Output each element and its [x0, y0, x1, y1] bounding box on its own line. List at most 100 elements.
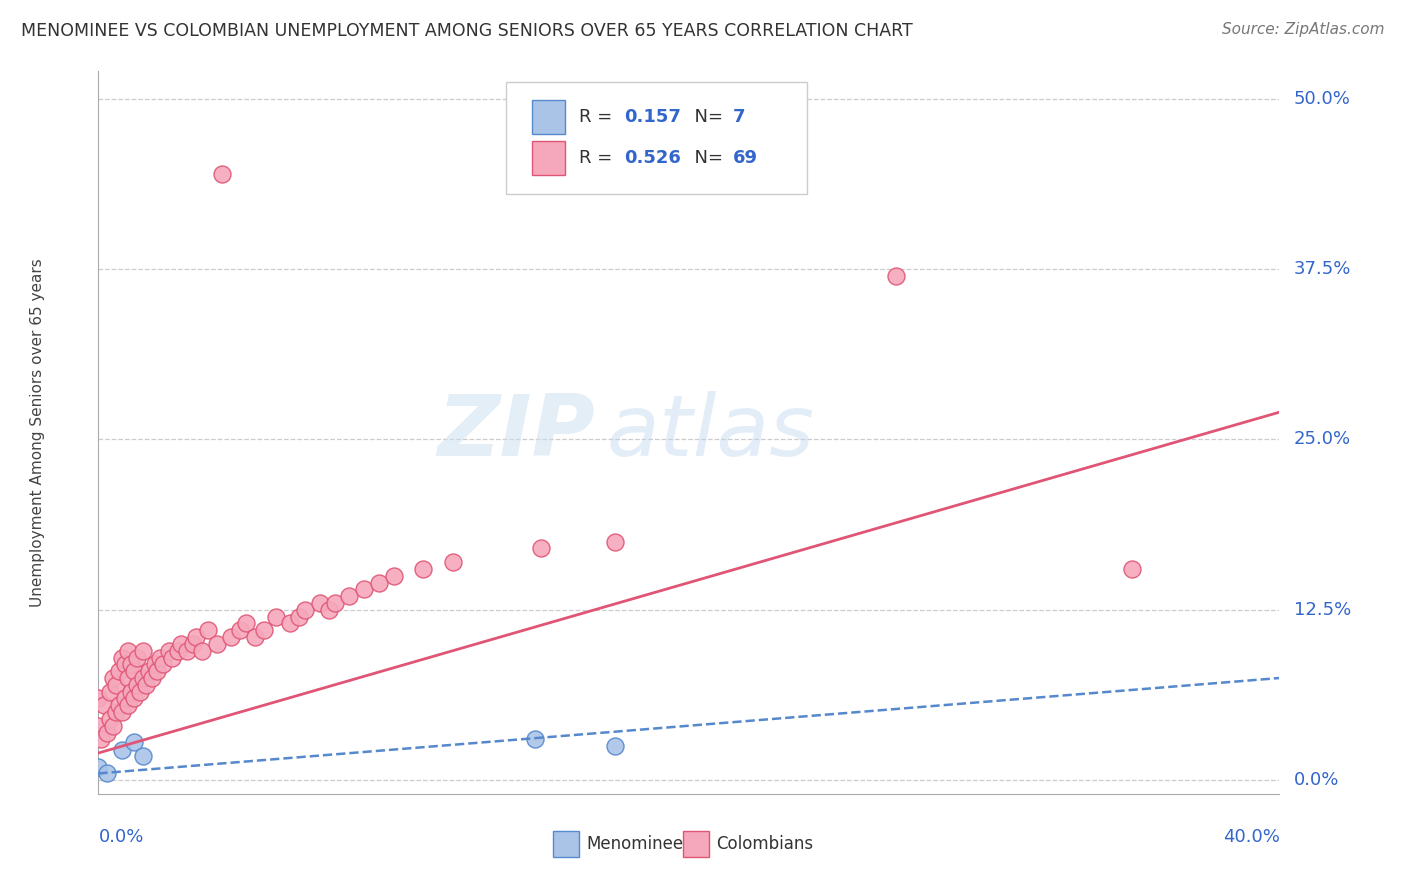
Point	[105, 705, 128, 719]
Point	[162, 650, 183, 665]
Point	[294, 603, 316, 617]
Point	[253, 624, 276, 638]
Text: atlas: atlas	[606, 391, 814, 475]
Point	[87, 719, 110, 733]
Point	[98, 712, 121, 726]
Point	[382, 568, 405, 582]
Point	[98, 684, 121, 698]
Point	[152, 657, 174, 672]
Point	[149, 650, 172, 665]
Point	[135, 678, 157, 692]
Point	[117, 698, 139, 713]
Text: 0.0%: 0.0%	[98, 828, 143, 846]
FancyBboxPatch shape	[506, 82, 807, 194]
Point	[141, 671, 163, 685]
Point	[318, 603, 340, 617]
Point	[96, 766, 118, 780]
Text: 0.157: 0.157	[624, 108, 681, 126]
Point	[105, 678, 128, 692]
FancyBboxPatch shape	[683, 831, 709, 856]
Point	[117, 644, 139, 658]
Text: 25.0%: 25.0%	[1294, 431, 1351, 449]
Point	[108, 698, 131, 713]
Point	[884, 268, 907, 283]
Point	[132, 644, 155, 658]
Text: 50.0%: 50.0%	[1294, 89, 1351, 108]
Point	[181, 637, 204, 651]
Point	[280, 616, 302, 631]
Point	[111, 650, 134, 665]
Point	[524, 732, 547, 747]
FancyBboxPatch shape	[531, 141, 565, 176]
Point	[132, 748, 155, 763]
Text: R =: R =	[579, 149, 619, 167]
Point	[128, 684, 150, 698]
Point	[108, 664, 131, 678]
Point	[114, 691, 136, 706]
Point	[368, 575, 391, 590]
Text: R =: R =	[579, 108, 619, 126]
Point	[243, 630, 266, 644]
Text: Colombians: Colombians	[716, 835, 813, 853]
Text: N=: N=	[683, 149, 728, 167]
Text: ZIP: ZIP	[437, 391, 595, 475]
Point	[184, 630, 207, 644]
Point	[605, 534, 627, 549]
Point	[221, 630, 243, 644]
Point	[87, 759, 110, 773]
Point	[111, 705, 134, 719]
Text: N=: N=	[683, 108, 728, 126]
Point	[235, 616, 257, 631]
Text: 0.526: 0.526	[624, 149, 681, 167]
Point	[170, 637, 193, 651]
Text: Menominee: Menominee	[586, 835, 683, 853]
Point	[125, 678, 148, 692]
Point	[103, 719, 125, 733]
Point	[87, 691, 110, 706]
Point	[605, 739, 627, 754]
Point	[103, 671, 125, 685]
Point	[143, 657, 166, 672]
Point	[146, 664, 169, 678]
Point	[530, 541, 553, 556]
Point	[309, 596, 332, 610]
Point	[114, 657, 136, 672]
Point	[229, 624, 252, 638]
Point	[353, 582, 375, 597]
Point	[96, 725, 118, 739]
Point	[176, 644, 198, 658]
Point	[117, 671, 139, 685]
Text: Source: ZipAtlas.com: Source: ZipAtlas.com	[1222, 22, 1385, 37]
Point	[122, 735, 145, 749]
Text: Unemployment Among Seniors over 65 years: Unemployment Among Seniors over 65 years	[30, 259, 45, 607]
FancyBboxPatch shape	[553, 831, 579, 856]
Point	[288, 609, 311, 624]
Text: 12.5%: 12.5%	[1294, 601, 1351, 619]
Text: 40.0%: 40.0%	[1223, 828, 1279, 846]
Point	[1121, 562, 1143, 576]
Point	[132, 671, 155, 685]
Point	[441, 555, 464, 569]
FancyBboxPatch shape	[531, 100, 565, 134]
Text: 7: 7	[733, 108, 745, 126]
Point	[191, 644, 214, 658]
Point	[111, 743, 134, 757]
Point	[211, 167, 233, 181]
Point	[120, 657, 142, 672]
Point	[138, 664, 160, 678]
Point	[93, 698, 115, 713]
Point	[125, 650, 148, 665]
Point	[323, 596, 346, 610]
Text: 0.0%: 0.0%	[1294, 772, 1339, 789]
Text: MENOMINEE VS COLOMBIAN UNEMPLOYMENT AMONG SENIORS OVER 65 YEARS CORRELATION CHAR: MENOMINEE VS COLOMBIAN UNEMPLOYMENT AMON…	[21, 22, 912, 40]
Point	[339, 589, 361, 603]
Point	[167, 644, 190, 658]
Point	[122, 691, 145, 706]
Point	[157, 644, 180, 658]
Text: 69: 69	[733, 149, 758, 167]
Point	[264, 609, 287, 624]
Point	[197, 624, 219, 638]
Point	[205, 637, 228, 651]
Point	[412, 562, 434, 576]
Point	[120, 684, 142, 698]
